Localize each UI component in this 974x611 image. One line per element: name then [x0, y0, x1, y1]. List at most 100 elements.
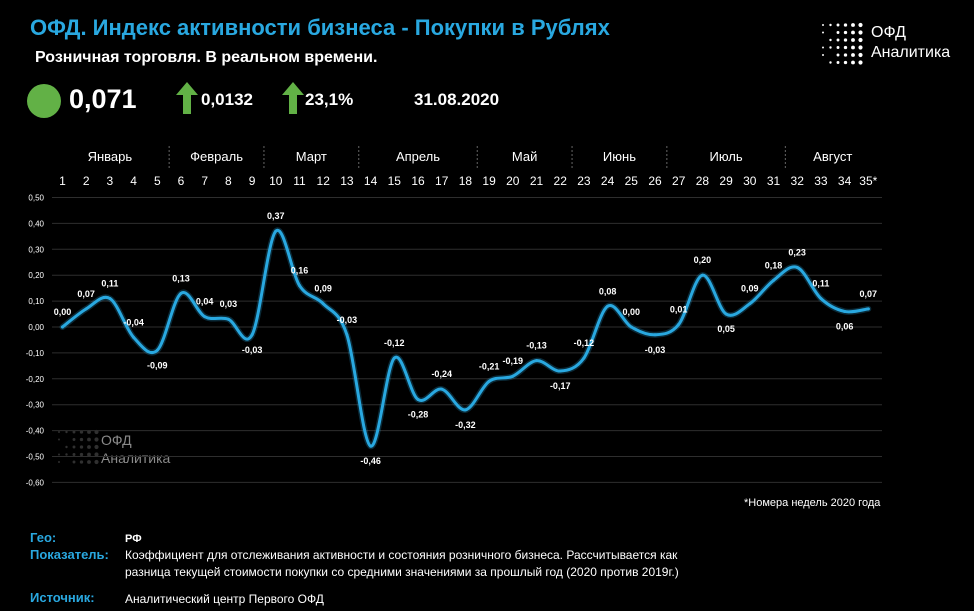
geo-label: Гео: [30, 530, 57, 545]
data-point [629, 325, 633, 329]
data-label: -0,03 [645, 345, 666, 355]
data-label: -0,21 [479, 361, 500, 371]
week-label: 29 [719, 174, 733, 188]
data-point [866, 307, 870, 311]
y-tick-label: -0,30 [26, 401, 45, 410]
change-absolute: 0,0132 [201, 90, 253, 109]
ofd-logo-icon [822, 22, 863, 65]
month-label: Июнь [603, 149, 636, 164]
series-line [61, 228, 870, 448]
status-dot-icon [27, 84, 61, 118]
week-label: 8 [225, 174, 232, 188]
data-label: 0,08 [599, 286, 617, 296]
week-label: 32 [791, 174, 805, 188]
week-label: 1 [59, 174, 66, 188]
logo-dot [58, 438, 60, 441]
week-label: 3 [107, 174, 114, 188]
data-point [84, 307, 88, 311]
data-point [535, 359, 538, 363]
y-tick-label: -0,40 [26, 427, 45, 436]
week-label: 22 [554, 174, 568, 188]
data-label: 0,01 [670, 304, 688, 314]
data-label: -0,12 [574, 338, 595, 348]
week-label: 19 [482, 174, 496, 188]
month-label: Май [512, 149, 537, 164]
data-point [653, 333, 657, 337]
data-label: 0,09 [314, 284, 332, 294]
logo-dot [72, 438, 76, 441]
logo-dot [72, 445, 76, 449]
month-label: Июль [710, 149, 743, 164]
activity-line-chart: Январь Февраль Март Апрель Май Июнь Июль Август… [26, 146, 882, 487]
week-label: 7 [201, 174, 208, 188]
logo-dot [94, 452, 99, 457]
data-point [179, 291, 183, 295]
y-tick-label: 0,00 [28, 323, 44, 332]
data-label: 0,18 [765, 260, 783, 270]
data-label: 0,00 [623, 307, 641, 317]
data-label: 0,09 [741, 284, 759, 294]
logo-dot [72, 430, 76, 434]
logo-dot [829, 38, 832, 42]
data-point [203, 315, 207, 319]
logo-dot [836, 46, 840, 49]
week-label: 9 [249, 174, 256, 188]
month-label: Август [813, 149, 852, 164]
logo-dot [87, 437, 91, 442]
logo-dot [79, 460, 84, 464]
week-label: 28 [696, 174, 710, 188]
data-label: -0,09 [147, 360, 168, 370]
week-label: 35* [859, 174, 877, 188]
logo-dot [72, 453, 76, 456]
logo-dot [851, 60, 855, 65]
indicator-value: Коэффициент для отслеживания активности … [125, 548, 679, 579]
logo-dot [822, 31, 824, 34]
logo-dot [822, 24, 824, 26]
logo-dot [858, 30, 863, 35]
month-label: Апрель [396, 149, 440, 164]
data-point [61, 325, 64, 329]
data-label: 0,04 [196, 297, 214, 307]
week-label: 13 [340, 174, 354, 188]
data-label: 0,07 [77, 289, 95, 299]
data-label: 0,16 [291, 266, 309, 276]
data-label: 0,37 [267, 211, 285, 221]
logo-dot [65, 445, 68, 449]
data-point [724, 312, 728, 316]
week-label: 33 [814, 174, 828, 188]
data-label: -0,46 [360, 456, 381, 466]
data-point [819, 297, 823, 301]
logo-dot [87, 445, 91, 449]
data-point [440, 387, 444, 391]
watermark-text: ОФД [101, 432, 132, 448]
y-tick-label: -0,20 [26, 375, 45, 384]
data-point [369, 444, 373, 448]
data-point [463, 408, 467, 412]
data-point [108, 297, 112, 301]
data-label: 0,11 [101, 279, 118, 289]
logo-dot [829, 61, 832, 64]
week-label: 10 [269, 174, 283, 188]
week-label: 25 [625, 174, 639, 188]
report-date: 31.08.2020 [414, 90, 500, 109]
week-label: 34 [838, 174, 852, 188]
logo-dot [851, 38, 855, 42]
logo-dot [851, 30, 855, 35]
logo-dot [79, 437, 84, 442]
week-label: 23 [577, 174, 591, 188]
y-tick-label: 0,30 [28, 245, 44, 254]
data-label: 0,05 [717, 324, 735, 334]
data-point [795, 265, 799, 269]
data-point [511, 374, 515, 378]
data-point [677, 322, 681, 326]
data-label: 0,00 [54, 307, 72, 317]
data-point [843, 309, 847, 313]
data-label: 0,23 [788, 247, 806, 257]
data-point [416, 398, 420, 402]
logo-dot [851, 53, 855, 57]
logo-dot [822, 54, 824, 56]
indicator-label: Показатель: [30, 547, 109, 562]
data-point [487, 379, 491, 383]
data-point [392, 356, 396, 360]
data-label: -0,13 [526, 341, 547, 351]
